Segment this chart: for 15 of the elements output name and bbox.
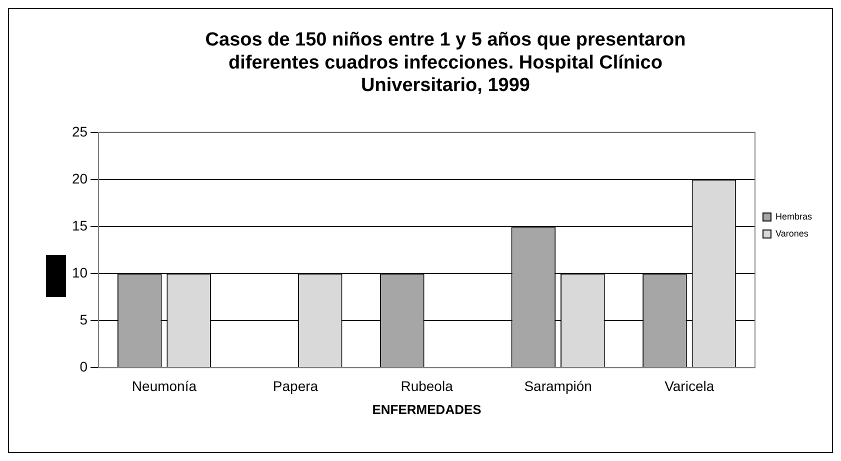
- y-tick-label: 10: [72, 264, 88, 280]
- legend-label: Hembras: [775, 211, 812, 222]
- x-tick-label: Rubeola: [400, 378, 454, 394]
- chart-title: Casos de 150 niños entre 1 y 5 años que presentaron diferentes cuadros infecciones. Hospital Clínico Universitario, 1999: [205, 30, 686, 96]
- y-tick-label: 5: [80, 311, 88, 328]
- y-tick-label: 25: [72, 123, 88, 140]
- y-tick-label: 20: [72, 170, 88, 186]
- x-tick-label: Papera: [272, 378, 318, 394]
- x-axis-title: ENFERMEDADES: [372, 402, 482, 417]
- y-tick-label: 15: [72, 217, 88, 234]
- x-tick-label: Varicela: [664, 378, 714, 394]
- x-tick-label: Sarampión: [524, 378, 592, 394]
- y-tick-label: 0: [80, 358, 88, 374]
- x-tick-label: Neumonía: [132, 378, 197, 394]
- legend-label: Varones: [775, 228, 809, 238]
